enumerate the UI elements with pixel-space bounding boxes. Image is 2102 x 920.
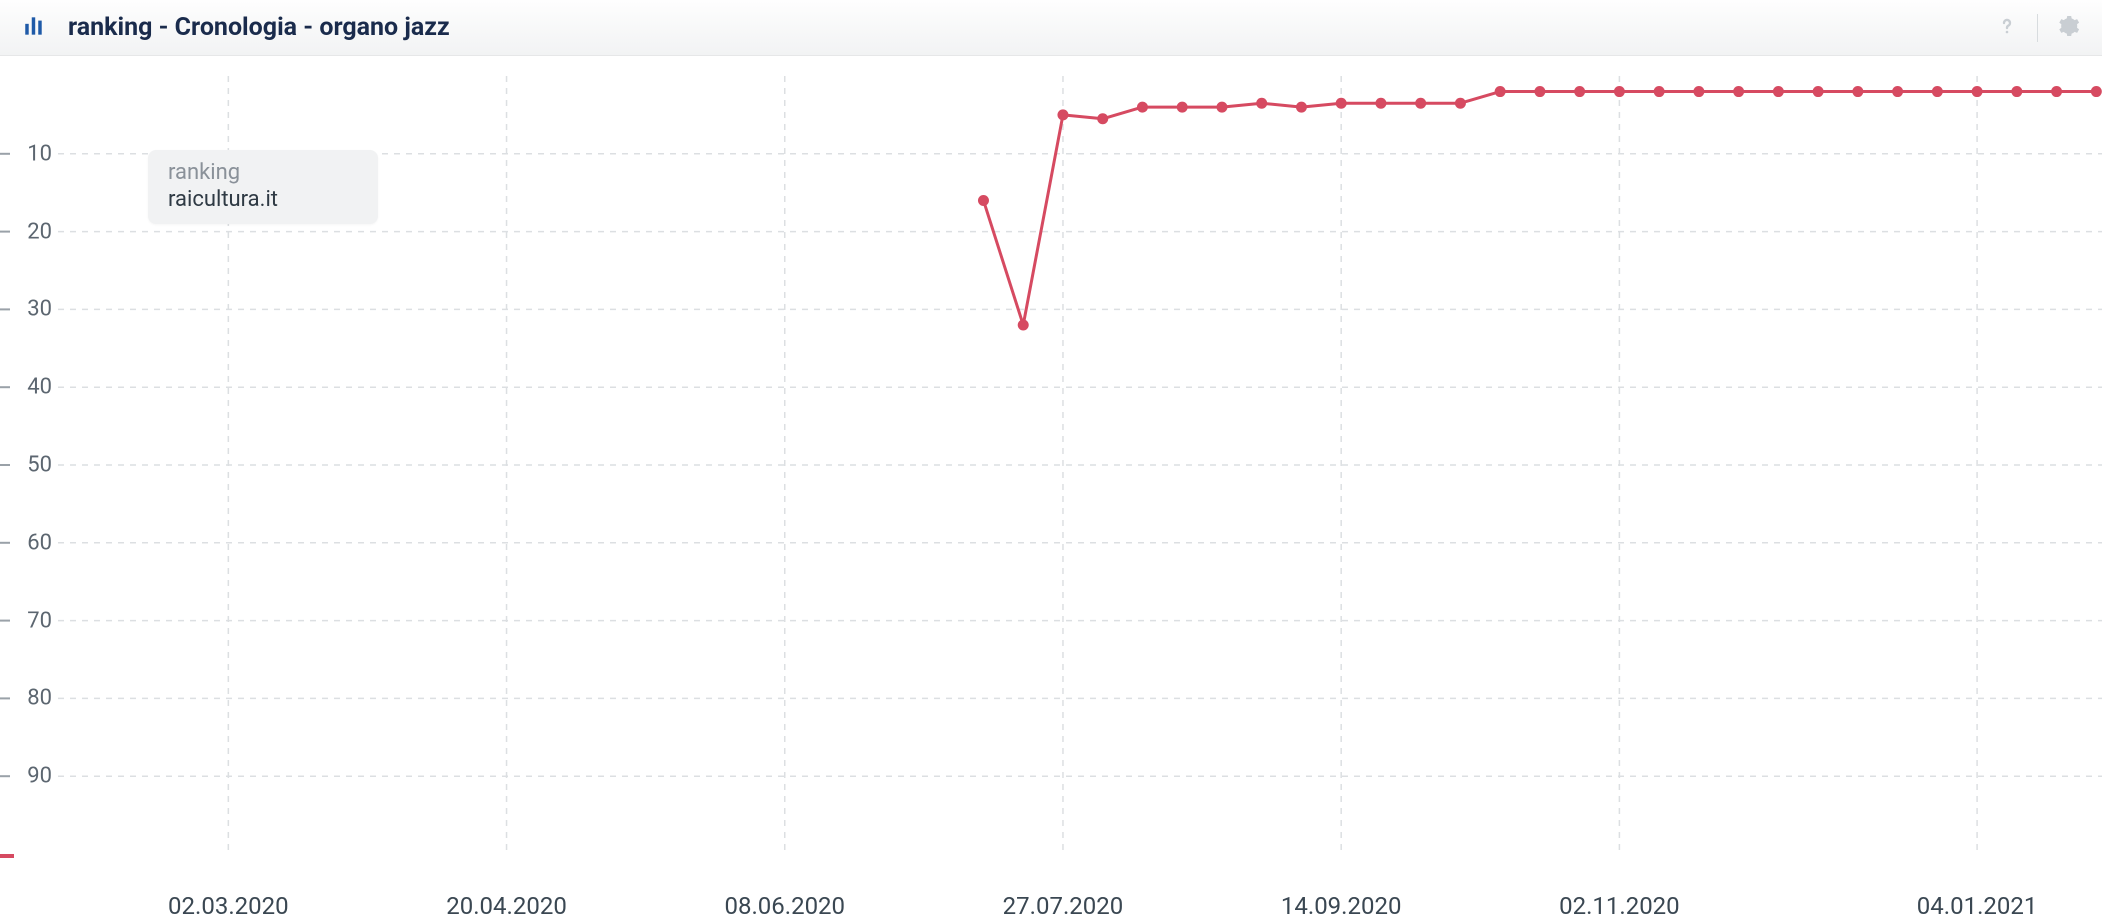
panel-header: ranking - Cronologia - organo jazz: [0, 0, 2102, 56]
y-tick-label: 50: [27, 453, 52, 478]
x-tick-label: 02.03.2020: [168, 892, 289, 920]
chart-area[interactable]: ranking raicultura.it 10 20 30 40 50 60 70 80 90…: [0, 56, 2102, 874]
header-separator: [2037, 14, 2038, 42]
y-tick-label: 40: [27, 375, 52, 400]
x-tick-label: 27.07.2020: [1003, 892, 1124, 920]
y-tick-label: 30: [27, 297, 52, 322]
y-tick-label: 90: [27, 764, 52, 789]
x-tick-label: 02.11.2020: [1559, 892, 1680, 920]
help-icon[interactable]: [1995, 14, 2019, 42]
chart-tooltip: ranking raicultura.it: [148, 150, 378, 224]
panel-title: ranking - Cronologia - organo jazz: [68, 13, 1975, 42]
y-tick-label: 20: [27, 219, 52, 244]
y-tick-label: 80: [27, 686, 52, 711]
header-actions: [1995, 14, 2080, 42]
y-tick-label: 70: [27, 608, 52, 633]
y-tick-label: 60: [27, 530, 52, 555]
y-tick-label: 10: [27, 141, 52, 166]
chart-panel: ranking - Cronologia - organo jazz ranki…: [0, 0, 2102, 874]
x-tick-label: 14.09.2020: [1281, 892, 1402, 920]
x-tick-label: 08.06.2020: [724, 892, 845, 920]
x-tick-label: 20.04.2020: [446, 892, 567, 920]
x-tick-label: 04.01.2021: [1917, 892, 2038, 920]
gear-icon[interactable]: [2056, 14, 2080, 42]
bar-chart-icon: [22, 13, 48, 43]
tooltip-title: ranking: [168, 160, 358, 185]
baseline-mark: [0, 854, 14, 858]
tooltip-value: raicultura.it: [168, 187, 358, 212]
